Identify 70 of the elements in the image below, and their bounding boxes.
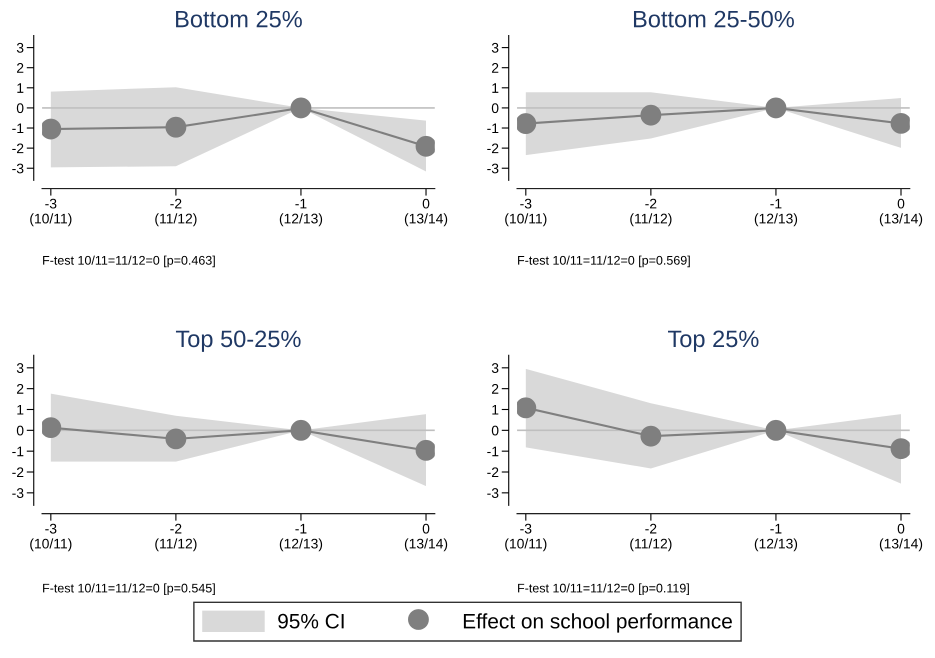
y-tick-label: -3 [487, 164, 498, 174]
point [640, 426, 662, 447]
y-tick-label: 1 [492, 83, 498, 93]
x-tick-label: -1 (12/13) [754, 524, 798, 552]
x-tick-label: -3 (10/11) [30, 198, 72, 226]
y-tick-label: -3 [12, 164, 24, 174]
x-tick-label: 0 (13/14) [404, 524, 448, 552]
x-tick-label: -2 (11/12) [155, 198, 197, 226]
text: F-test 10/11=11/12=0 [p=0.569] [518, 256, 690, 268]
x-tick-label: -2 (11/12) [155, 524, 197, 552]
legend-label: Effect on school performance [464, 613, 732, 633]
x-tick-label: 0 (13/14) [880, 198, 922, 226]
chart-title: Bottom 25-50% [634, 10, 794, 28]
x-tick-label: -1 (12/13) [280, 198, 322, 226]
y-tick-label: -2 [487, 467, 498, 478]
chart-title: Bottom 25% [176, 10, 302, 28]
x-tick-label: -1 (12/13) [280, 524, 322, 552]
y-tick-label: 3 [492, 42, 498, 53]
y-tick-label: 0 [492, 426, 498, 436]
chart-title: Top 25% [668, 330, 759, 352]
y-tick-label: -1 [12, 123, 24, 134]
point [517, 397, 536, 418]
point [416, 136, 435, 157]
y-tick-label: -2 [12, 143, 24, 154]
point [165, 428, 186, 450]
y-tick-label: 2 [492, 384, 498, 394]
y-tick-label: 0 [16, 426, 24, 436]
y-tick-label: 1 [17, 404, 24, 415]
x-tick-label: -3 (10/11) [505, 198, 546, 226]
point [766, 420, 786, 441]
y-tick-label: -1 [12, 446, 24, 456]
y-tick-label: 1 [17, 83, 24, 93]
x-tick-label: 0 (13/14) [880, 524, 922, 552]
y-tick-label: 2 [492, 63, 498, 73]
y-tick-label: -3 [12, 488, 24, 498]
y-tick-label: 2 [16, 384, 24, 394]
x-tick-label: -2 (11/12) [630, 524, 672, 552]
text: F-test 10/11=11/12=0 [p=0.463] [43, 256, 215, 268]
y-tick-label: 1 [492, 404, 498, 415]
point [290, 97, 312, 118]
x-tick-label: -3 (10/11) [30, 524, 72, 552]
y-tick-label: 2 [16, 63, 24, 73]
x-tick-label: -3 (10/11) [505, 524, 546, 552]
y-tick-label: 0 [492, 103, 498, 114]
point [42, 417, 62, 438]
point [640, 104, 662, 126]
text: 95% CI [278, 614, 344, 629]
x-tick-label: 0 (13/14) [404, 198, 448, 226]
point [517, 113, 536, 134]
y-tick-label: 3 [16, 363, 24, 373]
y-tick-label: -3 [487, 488, 498, 498]
point [42, 118, 62, 140]
y-tick-label: -2 [487, 143, 498, 154]
point [416, 440, 435, 461]
y-tick-label: -2 [12, 467, 24, 478]
y-tick-label: -1 [487, 123, 498, 134]
point [890, 112, 910, 134]
point [165, 116, 186, 138]
x-tick-label: -2 (11/12) [630, 198, 672, 226]
y-tick-label: 0 [16, 103, 24, 114]
y-tick-label: 3 [492, 363, 498, 373]
y-tick-label: -1 [487, 446, 498, 456]
text: F-test 10/11=11/12=0 [p=0.545] [43, 583, 215, 596]
point [290, 420, 312, 441]
text: F-test 10/11=11/12=0 [p=0.119] [518, 583, 689, 596]
point [890, 438, 910, 460]
chart-title: Top 50-25% [176, 330, 301, 352]
y-tick-label: 3 [16, 42, 24, 53]
x-tick-label: -1 (12/13) [754, 198, 798, 226]
point [766, 97, 786, 118]
